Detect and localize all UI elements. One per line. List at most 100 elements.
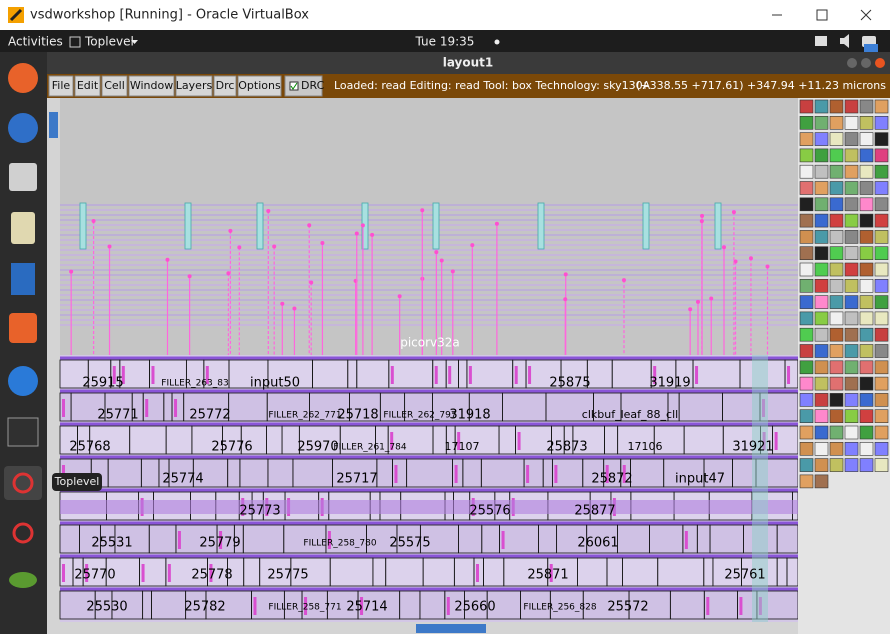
- layer-swatch[interactable]: [845, 345, 858, 358]
- layer-swatch[interactable]: [860, 459, 873, 472]
- layer-swatch[interactable]: [845, 230, 858, 243]
- layer-swatch[interactable]: [830, 263, 843, 276]
- layer-swatch[interactable]: [860, 279, 873, 292]
- layer-swatch[interactable]: [830, 133, 843, 146]
- layer-swatch[interactable]: [845, 377, 858, 390]
- layer-swatch[interactable]: [815, 377, 828, 390]
- layer-swatch[interactable]: [875, 149, 888, 162]
- v-thumb[interactable]: [49, 112, 58, 138]
- layer-swatch[interactable]: [875, 393, 888, 406]
- layer-swatch[interactable]: [875, 377, 888, 390]
- drc-label[interactable]: DRC: [301, 79, 325, 92]
- layer-swatch[interactable]: [800, 442, 813, 455]
- layer-swatch[interactable]: [815, 182, 828, 195]
- dock-item[interactable]: [4, 466, 42, 500]
- layer-swatch[interactable]: [845, 296, 858, 309]
- clock[interactable]: Tue 19:35: [415, 35, 475, 49]
- menu-label[interactable]: File: [52, 79, 71, 92]
- layer-swatch[interactable]: [860, 230, 873, 243]
- layer-swatch[interactable]: [830, 149, 843, 162]
- layer-swatch[interactable]: [800, 393, 813, 406]
- h-thumb[interactable]: [416, 624, 486, 633]
- layer-swatch[interactable]: [830, 247, 843, 260]
- layer-swatch[interactable]: [830, 393, 843, 406]
- menu-label[interactable]: Drc: [216, 79, 235, 92]
- layer-swatch[interactable]: [800, 133, 813, 146]
- layer-swatch[interactable]: [860, 165, 873, 178]
- layer-swatch[interactable]: [875, 442, 888, 455]
- layer-swatch[interactable]: [860, 296, 873, 309]
- menu-label[interactable]: Options: [238, 79, 281, 92]
- dock-icon[interactable]: [9, 572, 37, 588]
- layer-swatch[interactable]: [845, 459, 858, 472]
- layer-swatch[interactable]: [815, 116, 828, 129]
- menu-label[interactable]: Layers: [176, 79, 213, 92]
- layer-swatch[interactable]: [875, 214, 888, 227]
- layer-swatch[interactable]: [830, 345, 843, 358]
- layer-swatch[interactable]: [875, 133, 888, 146]
- layer-swatch[interactable]: [815, 361, 828, 374]
- layer-swatch[interactable]: [875, 116, 888, 129]
- layer-swatch[interactable]: [830, 182, 843, 195]
- layer-swatch[interactable]: [845, 312, 858, 325]
- layer-swatch[interactable]: [830, 198, 843, 211]
- layer-swatch[interactable]: [830, 328, 843, 341]
- layer-swatch[interactable]: [800, 182, 813, 195]
- layer-swatch[interactable]: [845, 214, 858, 227]
- layer-swatch[interactable]: [830, 230, 843, 243]
- layer-swatch[interactable]: [830, 312, 843, 325]
- layer-swatch[interactable]: [860, 377, 873, 390]
- layer-swatch[interactable]: [860, 263, 873, 276]
- layer-swatch[interactable]: [845, 426, 858, 439]
- layer-swatch[interactable]: [860, 426, 873, 439]
- layer-swatch[interactable]: [845, 442, 858, 455]
- thunderbird[interactable]: [8, 113, 38, 143]
- layer-swatch[interactable]: [800, 361, 813, 374]
- layer-swatch[interactable]: [860, 116, 873, 129]
- layer-swatch[interactable]: [875, 165, 888, 178]
- magic-max[interactable]: [861, 58, 871, 68]
- layer-swatch[interactable]: [845, 361, 858, 374]
- layer-swatch[interactable]: [875, 182, 888, 195]
- layer-swatch[interactable]: [860, 393, 873, 406]
- layer-swatch[interactable]: [860, 312, 873, 325]
- layer-swatch[interactable]: [800, 263, 813, 276]
- layer-swatch[interactable]: [875, 198, 888, 211]
- layer-swatch[interactable]: [815, 198, 828, 211]
- magic-min[interactable]: [847, 58, 857, 68]
- layer-swatch[interactable]: [845, 328, 858, 341]
- layer-swatch[interactable]: [800, 116, 813, 129]
- layer-swatch[interactable]: [875, 328, 888, 341]
- software[interactable]: [9, 313, 37, 343]
- layer-swatch[interactable]: [860, 442, 873, 455]
- layer-swatch[interactable]: [800, 410, 813, 423]
- layer-swatch[interactable]: [860, 361, 873, 374]
- layer-swatch[interactable]: [845, 149, 858, 162]
- layer-swatch[interactable]: [860, 328, 873, 341]
- layer-swatch[interactable]: [875, 263, 888, 276]
- layer-swatch[interactable]: [845, 247, 858, 260]
- layer-swatch[interactable]: [800, 214, 813, 227]
- layer-swatch[interactable]: [815, 149, 828, 162]
- layer-swatch[interactable]: [815, 426, 828, 439]
- layer-swatch[interactable]: [800, 475, 813, 488]
- layer-swatch[interactable]: [830, 426, 843, 439]
- layer-swatch[interactable]: [815, 247, 828, 260]
- layer-swatch[interactable]: [845, 198, 858, 211]
- layer-swatch[interactable]: [830, 214, 843, 227]
- v-scrollbar[interactable]: [47, 98, 60, 634]
- layer-swatch[interactable]: [845, 116, 858, 129]
- layer-swatch[interactable]: [830, 116, 843, 129]
- layer-swatch[interactable]: [860, 198, 873, 211]
- layer-swatch[interactable]: [875, 279, 888, 292]
- layer-swatch[interactable]: [845, 182, 858, 195]
- terminal[interactable]: [8, 418, 38, 446]
- layer-swatch[interactable]: [875, 100, 888, 113]
- layer-swatch[interactable]: [800, 247, 813, 260]
- activities[interactable]: Activities: [8, 35, 63, 49]
- layer-swatch[interactable]: [830, 279, 843, 292]
- writer[interactable]: [11, 263, 35, 295]
- files[interactable]: [9, 163, 37, 191]
- layer-swatch[interactable]: [830, 442, 843, 455]
- layer-swatch[interactable]: [875, 345, 888, 358]
